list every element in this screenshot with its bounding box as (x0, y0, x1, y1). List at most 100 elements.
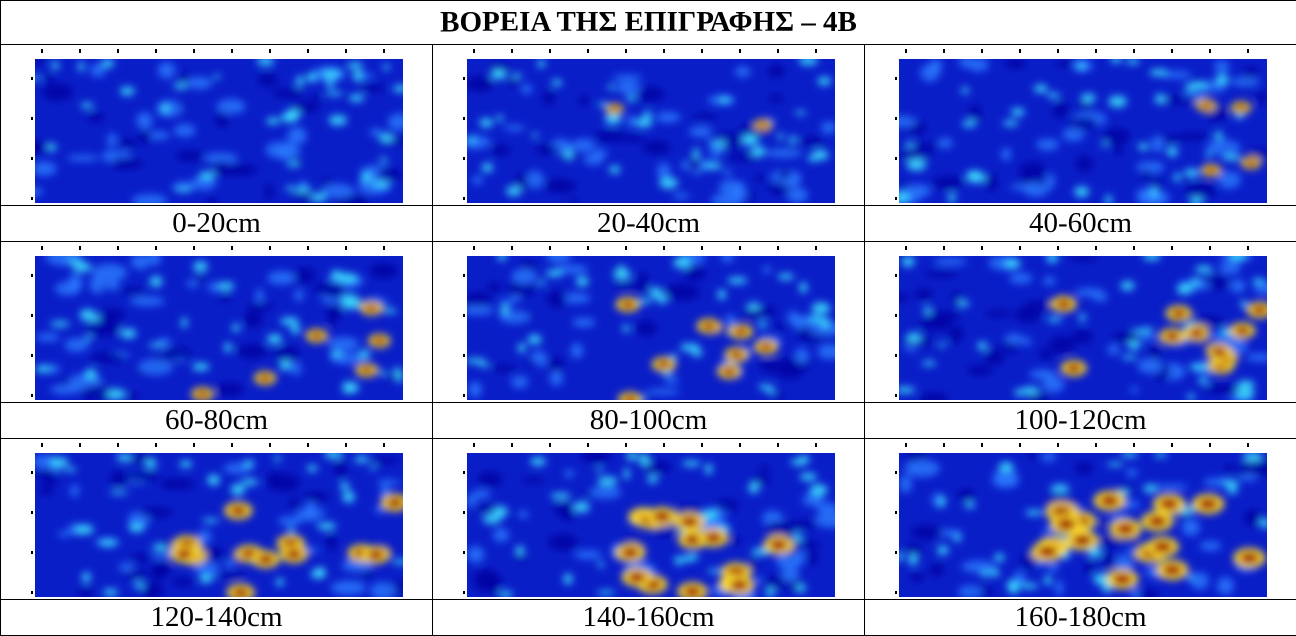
blob (376, 479, 401, 486)
blob (929, 563, 945, 577)
blob (1220, 327, 1231, 335)
blob (1098, 518, 1107, 529)
radar-slice (463, 246, 835, 400)
blob (962, 120, 977, 128)
blob (309, 331, 324, 340)
blob (1142, 256, 1161, 261)
image-cell (863, 44, 1296, 206)
table-title: ΒΟΡΕΙΑ ΤΗΣ ΕΠΙΓΡΑΦΗΣ – 4B (0, 0, 1296, 45)
blob (1101, 551, 1117, 570)
blob (597, 562, 605, 568)
blob (1161, 70, 1193, 79)
blob (338, 273, 358, 283)
blob (35, 469, 59, 478)
blob (511, 73, 523, 79)
blob (627, 95, 636, 103)
blob (1215, 73, 1229, 85)
blob (1191, 277, 1201, 286)
blob (49, 457, 69, 468)
blob (553, 501, 575, 516)
slice-blobs (35, 256, 403, 400)
blob (1239, 552, 1260, 565)
blob (642, 140, 671, 155)
blob (938, 495, 946, 508)
blob (612, 281, 643, 289)
blob (122, 570, 150, 579)
blob (42, 83, 73, 101)
blob (43, 74, 54, 83)
blob (643, 110, 652, 119)
blob (729, 579, 749, 591)
blob (1206, 139, 1241, 156)
blob (921, 360, 936, 366)
blob (607, 84, 614, 91)
blob (175, 150, 206, 162)
blob (515, 545, 525, 556)
blob (537, 59, 546, 68)
blob (929, 59, 943, 72)
blob (1043, 276, 1056, 286)
blob (81, 384, 115, 400)
blob (313, 283, 337, 294)
blob (1097, 535, 1124, 547)
blob (80, 102, 94, 109)
blob (203, 576, 216, 581)
blob (265, 141, 294, 159)
tick (117, 49, 119, 53)
blob (899, 150, 932, 160)
blob (372, 336, 387, 345)
blob (548, 356, 564, 373)
blob (199, 171, 216, 180)
blob (364, 304, 379, 313)
blob (496, 115, 504, 122)
blob (131, 194, 168, 203)
blob (1147, 515, 1168, 528)
blob (983, 310, 1014, 317)
blob (680, 343, 695, 352)
tick (895, 591, 897, 594)
blob (1216, 576, 1234, 595)
blob (574, 550, 603, 560)
blob (342, 491, 355, 503)
blob (990, 568, 1000, 578)
blob (957, 300, 970, 307)
blob (564, 148, 574, 161)
blob (608, 105, 621, 113)
blob (1245, 353, 1267, 362)
blob (497, 256, 508, 261)
tick (815, 246, 817, 250)
blob (764, 587, 776, 597)
blob (1159, 497, 1180, 510)
blob (802, 493, 823, 507)
blob (78, 587, 93, 597)
blob (477, 471, 503, 487)
blob (914, 288, 933, 300)
tick (463, 591, 465, 594)
blob (1252, 278, 1265, 284)
blob (1205, 166, 1218, 175)
blob (379, 132, 394, 143)
blob (1234, 103, 1248, 112)
blob (51, 60, 59, 70)
blob (1045, 173, 1055, 190)
blob (1162, 563, 1183, 576)
blob (961, 87, 969, 94)
blob (72, 262, 92, 273)
blob (1074, 186, 1090, 198)
blob (1138, 143, 1149, 151)
blob (620, 299, 636, 309)
slice-blobs (899, 256, 1267, 400)
blob (126, 393, 141, 400)
blob (1069, 116, 1098, 131)
blob (38, 485, 54, 496)
radar-slice (31, 246, 403, 400)
blob (549, 370, 564, 386)
blob (216, 98, 246, 114)
tick (193, 246, 195, 250)
tick (193, 49, 195, 53)
tick (1209, 246, 1211, 250)
blob (326, 303, 344, 320)
blob (471, 489, 491, 499)
blob (471, 574, 503, 585)
depth-label: 100-120cm (863, 402, 1296, 439)
